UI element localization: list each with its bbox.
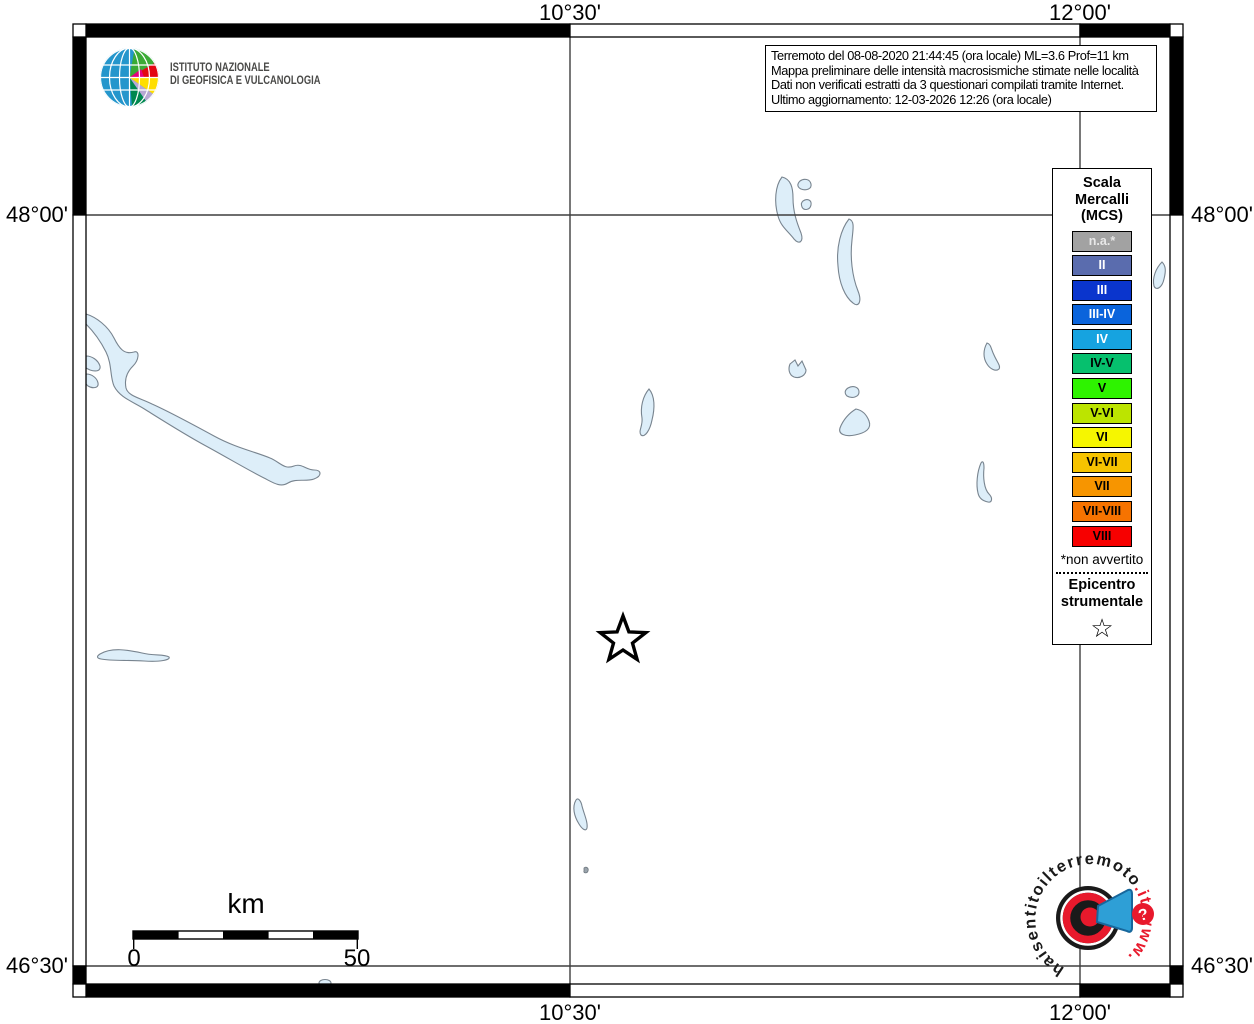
- lake-ammersee: [775, 176, 803, 243]
- legend-epicenter-label: Epicentro strumentale: [1061, 577, 1143, 611]
- legend-footnote: *non avvertito: [1060, 552, 1144, 568]
- logo-question-mark: ?: [1137, 906, 1151, 925]
- lake-elongated-center: [639, 388, 655, 437]
- scale-unit-label: km: [227, 888, 265, 919]
- lat-label-left-48: 48°00': [6, 202, 68, 227]
- scale-bar: [132, 930, 359, 949]
- info-line-update: Ultimo aggiornamento: 12-03-2026 12:26 (…: [771, 91, 1052, 107]
- legend-epicenter-line2: strumentale: [1060, 594, 1144, 611]
- mercalli-legend: Scala Mercalli (MCS) n.a.* II III III-IV IV I…: [1052, 168, 1152, 645]
- map-interior: [86, 37, 1170, 984]
- ingv-wordmark: ISTITUTO NAZIONALE DI GEOFISICA E VULCAN…: [170, 61, 320, 87]
- lake-round: [839, 408, 871, 437]
- legend-swatch-vi: VI: [1072, 427, 1132, 449]
- map-frame: [72, 23, 1184, 998]
- lake-small-south: [573, 798, 588, 831]
- legend-swatch-viiviii: VII-VIII: [1072, 501, 1132, 523]
- legend-epicenter-line1: Epicentro: [1068, 577, 1136, 594]
- legend-swatch-vvi: V-VI: [1072, 402, 1132, 424]
- lakes-group: [85, 176, 1166, 988]
- legend-title-line3: (MCS): [1081, 208, 1123, 224]
- lon-label-top-1030: 10°30': [539, 0, 601, 25]
- lake-notched: [788, 359, 807, 379]
- legend-title: Scala Mercalli (MCS): [1075, 175, 1129, 225]
- legend-swatch-iii: III: [1072, 279, 1132, 301]
- info-line-map: Mappa preliminare delle intensità macros…: [771, 62, 1139, 78]
- small-lake-3: [844, 386, 860, 398]
- legend-swatch-ivv: IV-V: [1072, 353, 1132, 375]
- lat-label-right-4630: 46°30': [1191, 953, 1253, 978]
- legend-title-line1: Scala: [1083, 175, 1121, 191]
- lake-thin-west: [96, 649, 170, 662]
- ingv-globe-icon: [100, 48, 159, 107]
- lat-label-left-4630: 46°30': [6, 953, 68, 978]
- info-line-data: Dati non verificati estratti da 3 questi…: [771, 77, 1124, 93]
- legend-title-line2: Mercalli: [1075, 191, 1129, 208]
- lat-label-right-48: 48°00': [1191, 202, 1253, 227]
- speck-south: [583, 866, 589, 874]
- info-line-event: Terremoto del 08-08-2020 21:44:45 (ora l…: [771, 48, 1129, 63]
- logo-megaphone-icon: [1095, 888, 1133, 933]
- lon-label-bottom-1200: 12°00': [1049, 1000, 1111, 1024]
- small-lake-1: [797, 178, 812, 191]
- lake-arm-2: [85, 373, 99, 389]
- lake-arm-1: [85, 355, 101, 372]
- lake-comma-right: [983, 342, 1001, 371]
- legend-swatch-v: V: [1072, 378, 1132, 400]
- legend-swatch-ii: II: [1072, 255, 1132, 277]
- legend-swatch-vivii: VI-VII: [1072, 451, 1132, 473]
- legend-star-icon: ☆: [1090, 613, 1114, 644]
- legend-swatch-na: n.a.*: [1072, 230, 1132, 252]
- lake-starnberg: [837, 218, 861, 306]
- ingv-line2: DI GEOFISICA E VULCANOLOGIA: [170, 73, 321, 87]
- legend-swatch-list: n.a.* II III III-IV IV IV-V V V-VI VI VI-VII VII VI…: [1072, 230, 1132, 551]
- scale-start-label: 0: [127, 945, 141, 972]
- logo-bullseye-center: [1080, 907, 1100, 927]
- epicenter-star: [595, 611, 651, 664]
- lon-label-bottom-1030: 10°30': [539, 1000, 601, 1024]
- legend-swatch-vii: VII: [1072, 476, 1132, 498]
- lake-narrow-right: [976, 461, 993, 503]
- legend-divider: [1056, 572, 1148, 575]
- small-lake-2: [800, 199, 812, 210]
- ingv-line1: ISTITUTO NAZIONALE: [170, 60, 270, 74]
- scale-end-label: 50: [343, 945, 371, 972]
- legend-swatch-iiiiv: III-IV: [1072, 304, 1132, 326]
- lake-constance: [85, 313, 321, 486]
- event-info-box: Terremoto del 08-08-2020 21:44:45 (ora l…: [765, 45, 1157, 113]
- legend-swatch-iv: IV: [1072, 328, 1132, 350]
- lon-label-top-1200: 12°00': [1049, 0, 1111, 25]
- lake-near-legend: [1152, 261, 1166, 289]
- legend-swatch-viii: VIII: [1072, 525, 1132, 547]
- logo-question-badge: [1132, 903, 1154, 925]
